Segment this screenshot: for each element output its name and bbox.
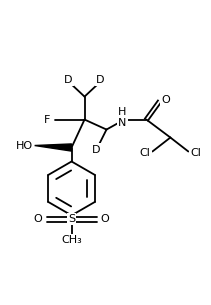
Text: O: O [161, 95, 170, 105]
Text: CH₃: CH₃ [61, 235, 82, 245]
Text: HO: HO [16, 141, 33, 150]
Text: S: S [68, 214, 75, 224]
Text: O: O [34, 214, 43, 224]
Text: O: O [100, 214, 109, 224]
Text: F: F [44, 115, 51, 124]
Text: Cl: Cl [190, 149, 201, 159]
Text: H
N: H N [118, 107, 127, 128]
Text: D: D [96, 75, 105, 84]
Polygon shape [35, 144, 72, 151]
Text: Cl: Cl [139, 149, 150, 159]
Text: D: D [92, 145, 101, 155]
Text: D: D [64, 75, 73, 84]
